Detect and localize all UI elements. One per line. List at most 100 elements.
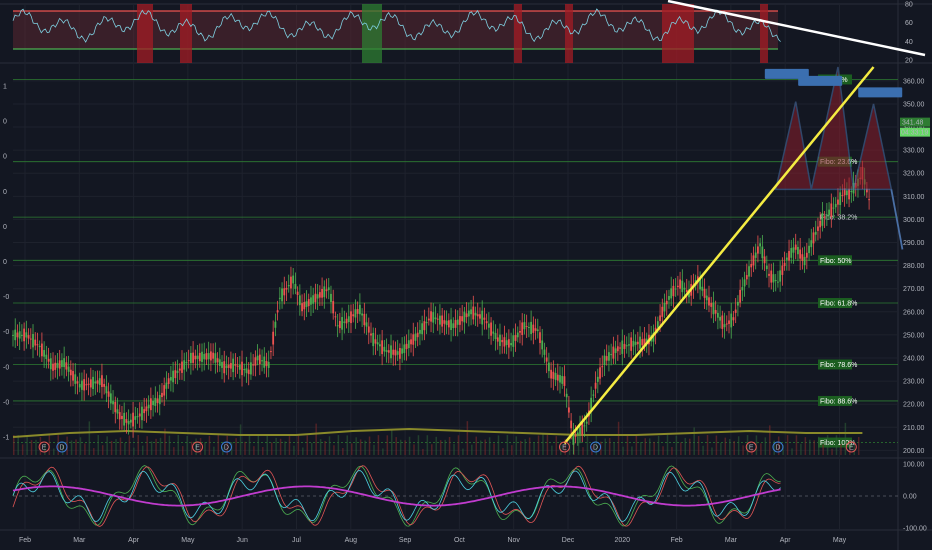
earnings-marker[interactable] [845,441,857,453]
pattern-marker [798,75,843,86]
earnings-marker[interactable] [38,441,50,453]
dividend-marker[interactable] [56,441,68,453]
candle-body [590,397,593,411]
candle-body [72,371,74,381]
marker-label: E [42,445,47,452]
volume-bar [773,440,775,455]
candle-body [543,349,546,355]
candle-body [210,351,212,361]
volume-bar [310,442,313,455]
volume-bar [826,435,829,455]
candle-body [550,369,553,379]
left-tick-label: -0 [3,329,9,336]
volume-bar [168,435,171,455]
volume-bar [849,440,851,455]
rsi-pane[interactable] [12,0,926,63]
volume-bar [262,447,264,455]
candle-body [754,252,757,258]
countdown-value: 04:33:19 [901,130,928,137]
candle-body [505,340,508,346]
candle-body [85,384,88,386]
candle-body [679,279,681,289]
price-tick-label: 240.00 [903,356,925,363]
volume-bar [671,446,673,455]
marker-label: D [775,445,780,452]
candle-body [485,321,488,324]
volume-bar [106,436,108,455]
candle-body [730,313,733,328]
candle-body [118,412,121,420]
volume-bar [133,447,135,455]
candle-body [514,335,517,341]
candle-body [781,265,784,275]
candle-body [581,421,584,435]
candle-body [96,380,99,384]
candle-body [167,378,170,384]
candle-body [243,368,246,371]
candle-body [316,294,319,299]
candle-body [459,316,461,325]
candle-body [303,302,306,310]
left-tick-label: -0 [3,399,9,406]
candle-body [238,364,241,370]
volume-bar [57,435,59,455]
oscillator-pane[interactable] [12,465,898,527]
candle-body [487,323,490,328]
volume-bar [497,435,500,455]
fibo-level-label: Fibo: 100% [820,440,855,447]
oscillator-smooth-line [12,485,781,507]
volume-bar [560,441,562,455]
candle-body [281,288,283,302]
volume-bar [622,446,624,455]
volume-bar [746,435,749,455]
marker-label: D [224,445,229,452]
candle-body [250,362,252,375]
volume-bar [173,447,175,455]
volume-bar [791,448,793,455]
candle-body [323,286,326,298]
candle-body [252,364,255,366]
volume-bar [293,445,295,455]
dividend-marker[interactable] [220,441,232,453]
oscillator-tick-label: -100.00 [903,526,927,533]
earnings-marker[interactable] [558,441,570,453]
countdown-tag [900,127,930,137]
candle-body [739,289,742,303]
candle-body [768,273,770,276]
candle-body [123,412,126,426]
candle-body [278,297,281,299]
candle-body [745,275,748,280]
candle-body [761,246,764,259]
dividend-marker[interactable] [772,441,784,453]
candle-body [298,295,301,306]
candle-body [527,327,530,329]
price-pane[interactable]: Fibo: 0%Fibo: 23.6%Fibo: 38.2%Fibo: 50%F… [12,66,904,455]
candle-body [214,353,217,363]
candle-body [109,393,112,404]
volume-bar [79,437,82,455]
candle-body [568,407,570,413]
candle-body [307,299,310,307]
candle-body [29,338,32,340]
candle-body [318,292,321,298]
candle-body [372,332,375,347]
candle-body [436,318,439,320]
candle-body [36,344,39,346]
candle-body [20,334,23,336]
candle-body [699,278,701,290]
earnings-marker[interactable] [192,441,204,453]
candle-body [708,297,710,306]
time-tick-label: Jun [237,537,248,544]
candle-body [63,358,66,368]
volume-bar [177,435,180,455]
candle-body [276,310,279,313]
candle-body [430,311,432,322]
earnings-marker[interactable] [745,441,757,453]
fibo-level-label: Fibo: 78.6% [820,362,857,369]
candle-body [425,322,428,324]
candle-body [579,427,581,435]
dividend-marker[interactable] [590,441,602,453]
volume-bar [373,444,375,455]
volume-bar [124,443,126,455]
